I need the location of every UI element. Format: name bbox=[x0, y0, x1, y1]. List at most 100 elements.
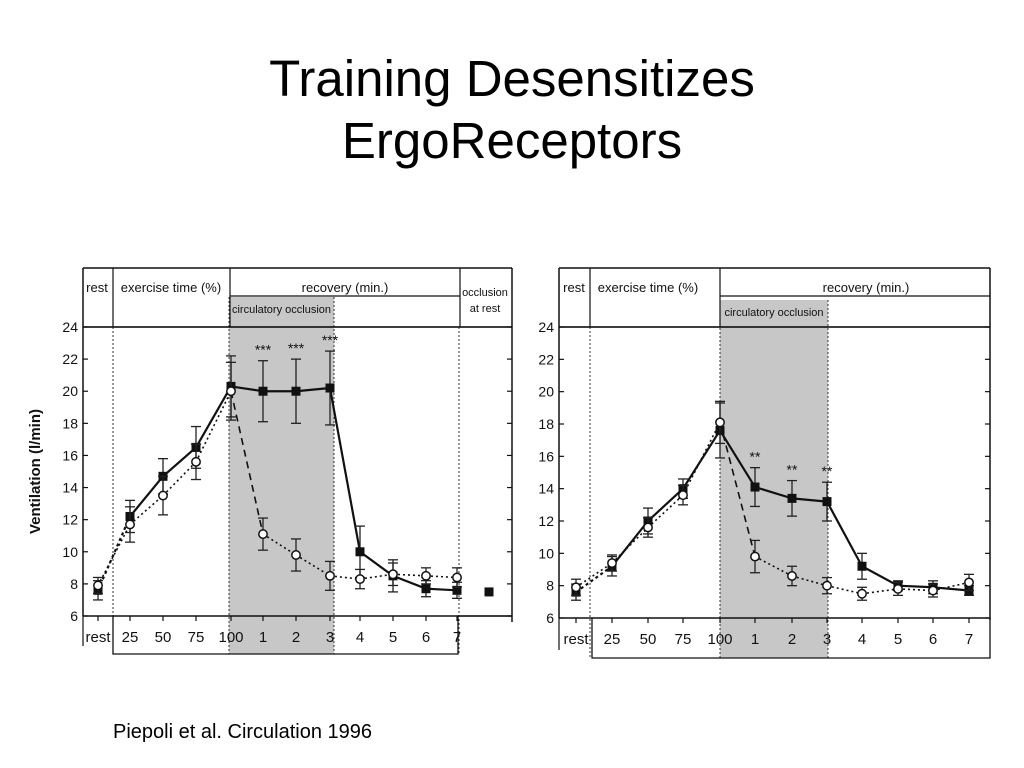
x-tick-label: 50 bbox=[155, 629, 172, 646]
data-point-open-circle bbox=[607, 558, 617, 568]
circulatory-occlusion-band bbox=[229, 297, 334, 654]
data-point-filled-square bbox=[452, 585, 462, 595]
y-tick-label: 24 bbox=[538, 319, 554, 335]
category-box bbox=[112, 616, 459, 655]
data-point-open-circle bbox=[355, 574, 365, 585]
series-line-segment bbox=[195, 390, 232, 463]
data-point-open-circle bbox=[325, 570, 335, 581]
circulatory-occlusion-band bbox=[720, 300, 828, 658]
data-point-open-circle bbox=[822, 580, 832, 591]
header-label-1: rest bbox=[86, 280, 108, 295]
x-tick-label: 100 bbox=[218, 629, 243, 646]
y-tick-label: 6 bbox=[546, 610, 554, 626]
x-tick-label: 7 bbox=[453, 629, 461, 646]
data-point-open-circle bbox=[893, 583, 903, 594]
significance-marker: ** bbox=[822, 463, 833, 479]
x-tick-label: 2 bbox=[788, 631, 796, 648]
y-tick-label: 6 bbox=[70, 608, 78, 624]
series-line-segment bbox=[195, 385, 232, 448]
y-tick-label: 8 bbox=[70, 576, 78, 592]
category-box bbox=[591, 618, 991, 659]
y-tick-label: 14 bbox=[62, 480, 78, 496]
y-tick-label: 16 bbox=[538, 448, 554, 464]
data-point-open-circle bbox=[643, 522, 653, 533]
series-line-segment bbox=[575, 565, 613, 594]
data-point-open-circle bbox=[678, 490, 688, 501]
y-axis-label: Ventilation (l/min) bbox=[27, 409, 44, 534]
data-point-open-circle bbox=[226, 386, 236, 397]
x-tick-label: rest bbox=[563, 631, 589, 648]
header-label-3: recovery (min.) bbox=[302, 280, 389, 295]
data-point-filled-square bbox=[822, 497, 832, 507]
data-point-open-circle bbox=[715, 417, 725, 428]
series-line-segment bbox=[329, 575, 361, 580]
data-point-open-circle bbox=[388, 569, 398, 580]
series-line-segment bbox=[262, 533, 297, 556]
series-line-segment bbox=[897, 588, 934, 592]
x-tick-label: 2 bbox=[292, 629, 300, 646]
x-tick-label: 100 bbox=[707, 631, 732, 648]
series-line-segment bbox=[359, 550, 394, 577]
citation: Piepoli et al. Circulation 1996 bbox=[113, 721, 373, 743]
header-label-4: occlusion bbox=[462, 287, 508, 299]
series-line-segment bbox=[129, 475, 164, 518]
significance-marker: *** bbox=[255, 342, 272, 358]
y-tick-label: 12 bbox=[538, 513, 554, 529]
y-tick-label: 16 bbox=[62, 447, 78, 463]
series-line-segment bbox=[97, 524, 131, 586]
data-point-occlusion-at-rest bbox=[484, 587, 494, 597]
data-point-open-circle bbox=[125, 519, 135, 530]
x-tick-label: 4 bbox=[858, 631, 866, 648]
x-tick-label: 25 bbox=[604, 631, 621, 648]
data-point-open-circle bbox=[787, 571, 797, 581]
data-point-open-circle bbox=[857, 588, 867, 599]
series-line-segment bbox=[295, 554, 331, 577]
series-line-segment bbox=[791, 497, 828, 503]
data-point-open-circle bbox=[750, 551, 760, 562]
y-tick-label: 12 bbox=[62, 512, 78, 528]
series-line-segment bbox=[575, 562, 613, 588]
data-point-open-circle bbox=[291, 550, 301, 560]
series-line-segment bbox=[425, 575, 458, 579]
series-line-segment bbox=[611, 520, 649, 567]
data-point-open-circle bbox=[571, 582, 581, 593]
data-point-open-circle bbox=[258, 529, 268, 540]
y-tick-label: 18 bbox=[62, 415, 78, 431]
significance-marker: ** bbox=[750, 449, 761, 465]
circulatory-occlusion-label: circulatory occlusion bbox=[232, 304, 331, 316]
series-line-segment bbox=[897, 584, 934, 589]
series-line-segment bbox=[861, 565, 899, 587]
y-tick-label: 8 bbox=[546, 578, 554, 594]
series-open-circle bbox=[93, 361, 462, 595]
x-tick-label: 50 bbox=[640, 631, 657, 648]
series-line-segment bbox=[230, 391, 264, 535]
series-line-segment bbox=[826, 584, 863, 595]
circulatory-occlusion-label: circulatory occlusion bbox=[724, 307, 823, 319]
significance-marker: *** bbox=[322, 332, 339, 348]
title-line-2: ErgoReceptors bbox=[341, 112, 683, 169]
series-line-segment bbox=[754, 485, 793, 500]
series-line-segment bbox=[932, 586, 970, 592]
series-line-segment bbox=[230, 385, 264, 393]
series-line-segment bbox=[392, 574, 427, 590]
header-label-2: exercise time (%) bbox=[121, 280, 221, 295]
data-point-open-circle bbox=[191, 456, 201, 467]
series-line-segment bbox=[162, 461, 197, 497]
panel-1: circulatory occlusion rest exercise time (… bbox=[27, 267, 513, 655]
data-point-open-circle bbox=[964, 577, 974, 588]
data-point-open-circle bbox=[452, 572, 462, 583]
series-line-segment bbox=[826, 501, 863, 567]
y-tick-label: 24 bbox=[62, 319, 78, 335]
data-point-open-circle bbox=[158, 490, 168, 501]
significance-marker: *** bbox=[288, 340, 305, 356]
series-line-segment bbox=[96, 516, 132, 591]
series-line-segment bbox=[754, 555, 793, 577]
header-label-3: recovery (min.) bbox=[823, 280, 910, 295]
data-point-filled-square bbox=[857, 561, 867, 571]
significance-marker: ** bbox=[787, 462, 798, 478]
series-line-segment bbox=[425, 587, 458, 592]
x-tick-label: 25 bbox=[122, 629, 139, 646]
series-line-segment bbox=[392, 573, 427, 577]
data-point-filled-square bbox=[421, 584, 431, 594]
data-point-filled-square bbox=[325, 383, 335, 393]
